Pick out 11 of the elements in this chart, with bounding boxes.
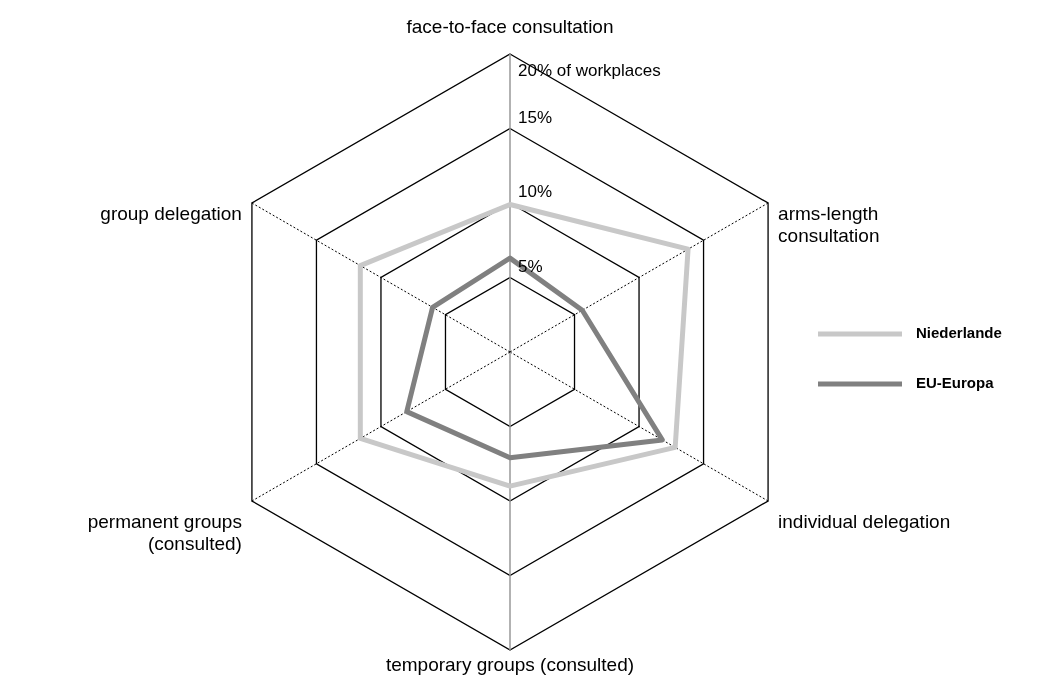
spoke-label: face-to-face consultation — [406, 16, 614, 38]
spoke-label: group delegation — [100, 203, 242, 225]
text: Niederlande — [916, 323, 1002, 341]
y-tick-label: 10% — [518, 182, 553, 202]
y-tick-label: 5% — [518, 256, 543, 276]
spoke-label: arms-length consultation — [778, 203, 880, 247]
text: EU-Europa — [916, 373, 995, 391]
spoke-label: permanent groups (consulted) — [87, 511, 242, 555]
y-tick-label: 15% — [518, 107, 553, 127]
spoke-label: individual delegation — [778, 511, 951, 533]
spoke-label: temporary groups (consulted) — [385, 654, 635, 676]
